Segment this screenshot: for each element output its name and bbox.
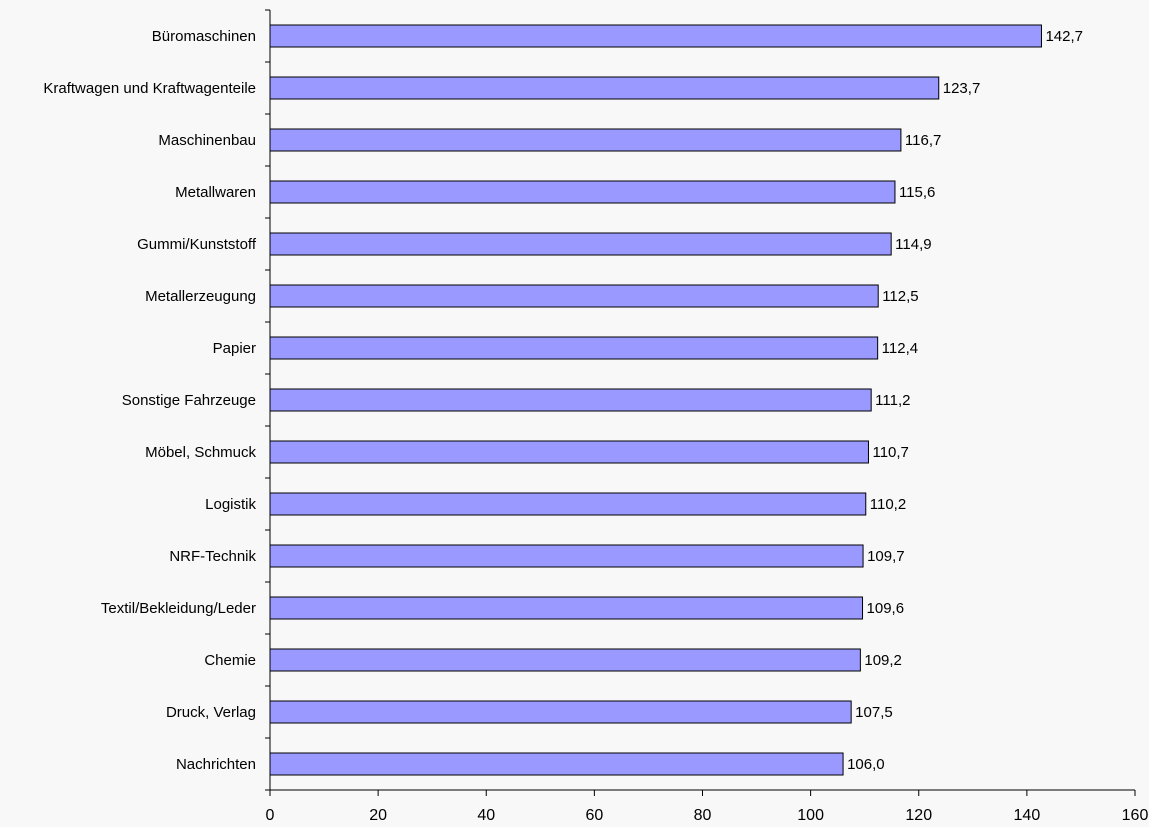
bar-10	[269, 492, 867, 516]
x-tick-label: 80	[694, 807, 712, 824]
x-tick-label: 140	[1014, 807, 1041, 824]
category-label: Logistik	[205, 496, 256, 513]
data-label: 110,7	[872, 444, 908, 461]
category-label: Chemie	[204, 652, 256, 669]
x-tick-label: 100	[797, 807, 824, 824]
category-label: NRF-Technik	[169, 548, 256, 565]
data-label: 115,6	[899, 184, 935, 201]
category-label: Büromaschinen	[152, 28, 256, 45]
data-label: 111,2	[875, 392, 910, 409]
category-label: Sonstige Fahrzeuge	[122, 392, 256, 409]
data-label: 142,7	[1045, 28, 1083, 45]
x-tick-label: 120	[905, 807, 932, 824]
category-label: Nachrichten	[176, 756, 256, 773]
axes-group	[265, 9, 1136, 796]
data-label: 107,5	[855, 704, 893, 721]
bar-11	[269, 544, 864, 568]
bar-13	[269, 648, 861, 672]
data-label: 123,7	[943, 80, 981, 97]
data-label: 109,2	[864, 652, 902, 669]
x-tick-label: 20	[369, 807, 387, 824]
category-label: Metallerzeugung	[145, 288, 256, 305]
bar-1	[269, 24, 1042, 48]
bar-7	[269, 336, 879, 360]
data-label: 110,2	[870, 496, 906, 513]
x-tick-label: 160	[1122, 807, 1149, 824]
bar-4	[269, 180, 896, 204]
bar-9	[269, 440, 869, 464]
category-label: Kraftwagen und Kraftwagenteile	[43, 80, 256, 97]
bar-8	[269, 388, 872, 412]
category-label: Textil/Bekleidung/Leder	[101, 600, 256, 617]
x-tick-label: 60	[585, 807, 603, 824]
x-tick-label: 0	[266, 807, 275, 824]
category-label: Metallwaren	[175, 184, 256, 201]
data-label: 112,4	[882, 340, 918, 357]
category-label: Druck, Verlag	[166, 704, 256, 721]
bar-12	[269, 596, 864, 620]
data-label: 106,0	[847, 756, 885, 773]
category-label: Gummi/Kunststoff	[137, 236, 257, 253]
data-label: 116,7	[905, 132, 941, 149]
bar-3	[269, 128, 902, 152]
x-tick-label: 40	[477, 807, 495, 824]
bar-2	[269, 76, 940, 100]
data-label: 109,7	[867, 548, 905, 565]
data-label: 109,6	[867, 600, 905, 617]
bar-14	[269, 700, 852, 724]
data-label: 114,9	[895, 236, 931, 253]
bar-5	[269, 232, 892, 256]
labels-group: Büromaschinen 142,7 Kraftwagen und Kraftwa…	[43, 28, 1148, 824]
bar-6	[269, 284, 879, 308]
bar-15	[269, 752, 844, 776]
category-label: Papier	[213, 340, 256, 357]
category-label: Maschinenbau	[158, 132, 256, 149]
data-label: 112,5	[882, 288, 918, 305]
category-label: Möbel, Schmuck	[145, 444, 256, 461]
